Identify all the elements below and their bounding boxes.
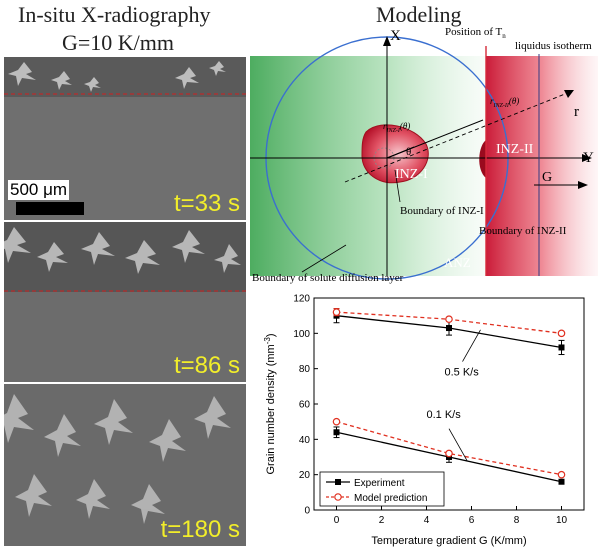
liquidus-label: liquidus isotherm [515, 40, 592, 52]
radiograph-frame-3-image [4, 384, 246, 546]
position-tn-sub: n [502, 32, 506, 40]
x-tick-label: 10 [556, 515, 568, 526]
r-inz2-arg: (θ) [509, 96, 519, 106]
r-inz2-label: rINZ-II(θ) [490, 96, 519, 109]
x-tick-label: 6 [469, 515, 475, 526]
boundary-inz2-label: Boundary of INZ-II [479, 225, 567, 237]
radiograph-frame-1: 500 μm t=33 s [4, 57, 246, 220]
data-point [333, 429, 340, 436]
y-axis-label: Grain number density (mm-3) [263, 333, 277, 474]
y-axis-label-sup: -3 [263, 337, 272, 345]
y-axis-arrow [582, 154, 592, 162]
y-tick-label: 0 [304, 506, 310, 517]
x-tick-label: 2 [379, 515, 385, 526]
scale-bar-label: 500 μm [8, 180, 70, 200]
annotation-01: 0.1 K/s [427, 409, 462, 421]
axis-r-label: r [574, 104, 579, 120]
y-axis-label-end: ) [265, 333, 277, 337]
frame-1-time: t=33 s [173, 190, 240, 217]
inz1-label: INZ-I [395, 167, 428, 182]
position-tn-label: Position of Tn [445, 26, 506, 40]
g-label: G [542, 170, 552, 185]
annotation-05-leader [462, 329, 481, 362]
r-inz1-text: r [383, 121, 387, 131]
r-axis [344, 91, 571, 183]
data-point [557, 329, 566, 338]
inz1-leader [394, 169, 401, 203]
legend-model-marker [334, 493, 342, 501]
radiograph-frame-3: t=180 s [4, 384, 246, 546]
y-tick-label: 60 [299, 400, 311, 411]
data-point [557, 470, 566, 479]
series-line [336, 421, 562, 476]
x-tick-label: 0 [334, 515, 340, 526]
legend [319, 471, 445, 507]
inz2-bulge [479, 140, 486, 178]
x-axis-label: Temperature gradient G (K/mm) [371, 535, 526, 547]
annotation-01-leader [448, 428, 468, 461]
x-axis-arrow [383, 36, 391, 46]
axis-y-label: Y [583, 150, 594, 166]
solute-leader [301, 244, 347, 273]
modeling-diagram: X Y r θ Position of Tn liquidus isotherm… [250, 26, 598, 284]
data-point [332, 417, 341, 426]
data-point [558, 478, 565, 485]
y-axis-label-text: Grain number density (mm [265, 344, 277, 474]
inz2-label: INZ-II [496, 142, 534, 157]
r-inz1-sub: INZ-I [386, 128, 401, 134]
x-tick-label: 4 [424, 515, 430, 526]
data-point [558, 344, 565, 351]
data-point [445, 315, 453, 324]
boundary-inz1-label: Boundary of INZ-I [400, 205, 484, 217]
scale-bar-line [16, 202, 84, 215]
y-tick-label: 120 [293, 294, 310, 305]
r-inz2-sub: INZ-II [493, 103, 510, 109]
r-inz2-text: r [490, 96, 494, 106]
boundary-solute-label: Boundary of solute diffusion layer [252, 272, 404, 284]
r-axis-arrow [564, 90, 574, 98]
y-tick-label: 100 [293, 329, 310, 340]
y-tick-label: 20 [299, 470, 311, 481]
gradient-label: G=10 K/mm [62, 30, 175, 55]
annotation-05: 0.5 K/s [445, 367, 480, 379]
data-point [446, 325, 452, 332]
r-inz1-arg: (θ) [400, 121, 410, 131]
r-inz1-label: rINZ-I(θ) [383, 121, 410, 134]
frame-2-time: t=86 s [173, 352, 240, 379]
radiograph-frame-2: t=86 s [4, 222, 246, 382]
y-tick-label: 80 [299, 364, 311, 375]
legend-model: Model prediction [354, 493, 427, 504]
angle-label: θ [406, 146, 411, 158]
r-inz2-vector [386, 119, 484, 159]
x-tick-label: 8 [514, 515, 520, 526]
anz-label: ANZ [444, 255, 471, 270]
position-tn-text: Position of T [445, 26, 503, 38]
radiograph-frame-2-image [4, 222, 246, 382]
y-tick-label: 40 [299, 435, 311, 446]
inz2-region [486, 56, 598, 276]
scale-bar: 500 μm [4, 180, 246, 220]
data-point [332, 308, 341, 316]
legend-experiment: Experiment [354, 478, 405, 489]
data-point [445, 449, 453, 458]
left-title: In-situ X-radiography [18, 2, 211, 27]
model-title: Modeling [376, 2, 462, 27]
legend-experiment-marker [335, 479, 341, 485]
g-arrow-head [578, 181, 588, 189]
axis-x-label: X [390, 28, 401, 44]
frame-3-time: t=180 s [160, 516, 240, 543]
